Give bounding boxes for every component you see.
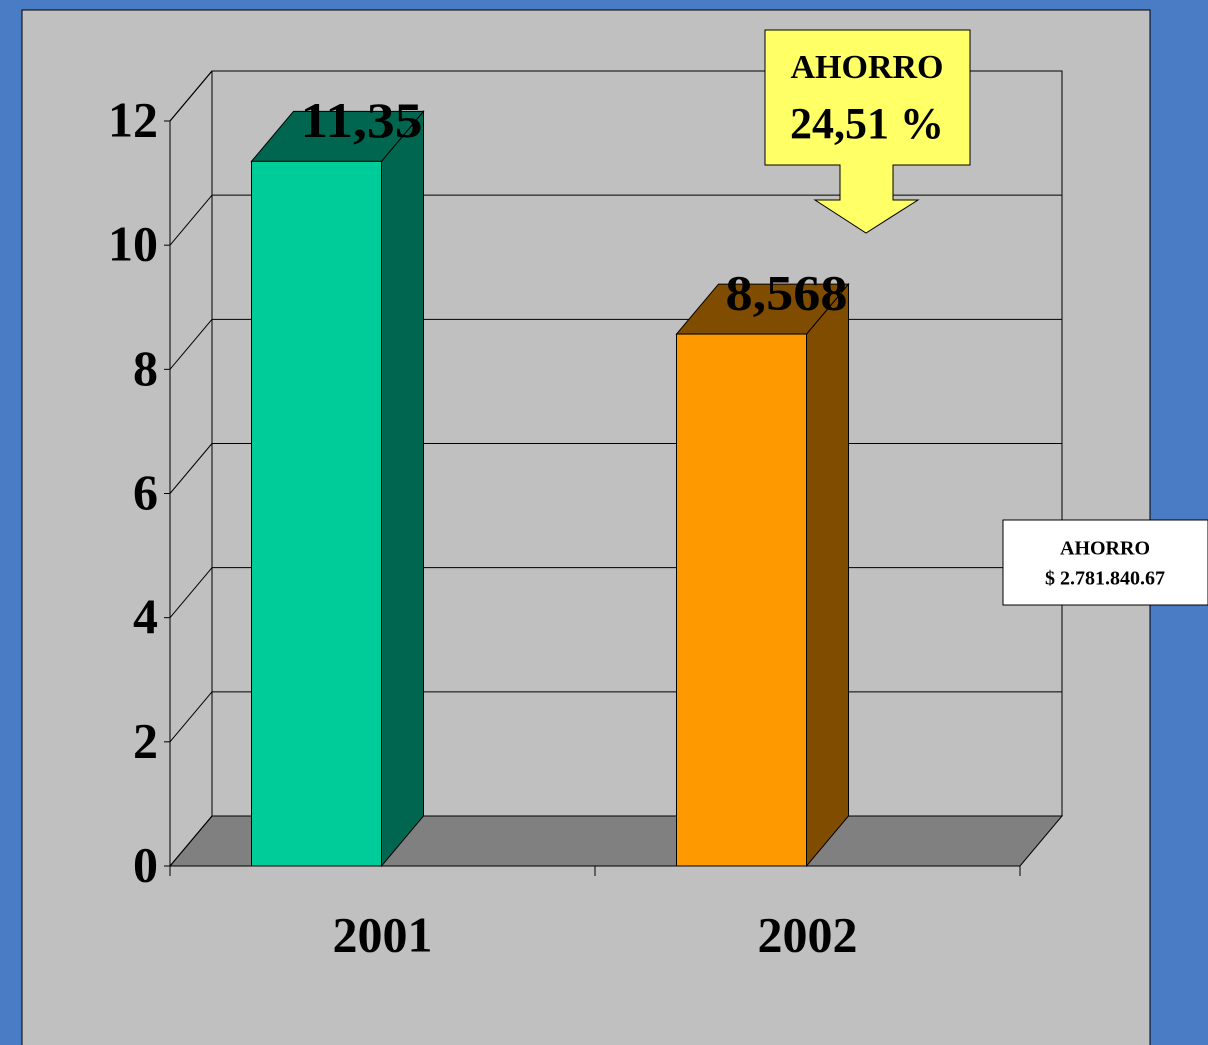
- note-box-frame: [1002, 519, 1208, 606]
- y-axis: [169, 70, 213, 122]
- grid-line: [169, 319, 213, 370]
- grid-line: [169, 815, 213, 867]
- x-tick-label: 2001: [333, 906, 433, 962]
- grid-line: [169, 443, 213, 494]
- note-box: AHORRO $ 2.781.840.67: [1002, 519, 1208, 606]
- y-tick-label: 12: [108, 91, 158, 147]
- bar: [251, 160, 382, 867]
- y-tick-label: 2: [133, 712, 158, 768]
- y-tick-label: 0: [133, 836, 158, 892]
- callout-arrow: [764, 29, 971, 234]
- data-label: 8,568: [726, 265, 848, 321]
- y-tick-label: 4: [133, 588, 158, 644]
- data-label: 11,35: [301, 92, 423, 148]
- y-tick-label: 10: [108, 216, 158, 272]
- y-tick-label: 8: [133, 340, 158, 396]
- bar-side: [381, 109, 424, 868]
- grid-line: [169, 691, 213, 743]
- callout-text: AHORRO: [791, 49, 944, 86]
- bar: [676, 333, 807, 867]
- grid-line: [169, 567, 213, 618]
- callout: AHORRO 24,51 %: [764, 29, 971, 234]
- note-text: $ 2.781.840.67: [1045, 568, 1165, 590]
- note-text: AHORRO: [1060, 538, 1150, 560]
- y-tick-label: 6: [133, 464, 158, 520]
- grid-line: [169, 194, 213, 246]
- x-tick-label: 2002: [758, 906, 858, 962]
- plot-area: 0 2 4 6 8 10 12 2001 11,35 2002 8,568: [108, 70, 1064, 962]
- bar-side: [806, 282, 849, 868]
- callout-text: 24,51 %: [790, 99, 944, 148]
